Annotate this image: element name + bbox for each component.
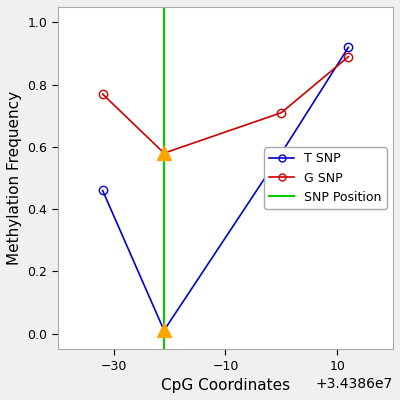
Legend: T SNP, G SNP, SNP Position: T SNP, G SNP, SNP Position <box>264 147 387 209</box>
Y-axis label: Methylation Frequency: Methylation Frequency <box>7 91 22 265</box>
X-axis label: CpG Coordinates: CpG Coordinates <box>161 378 290 393</box>
